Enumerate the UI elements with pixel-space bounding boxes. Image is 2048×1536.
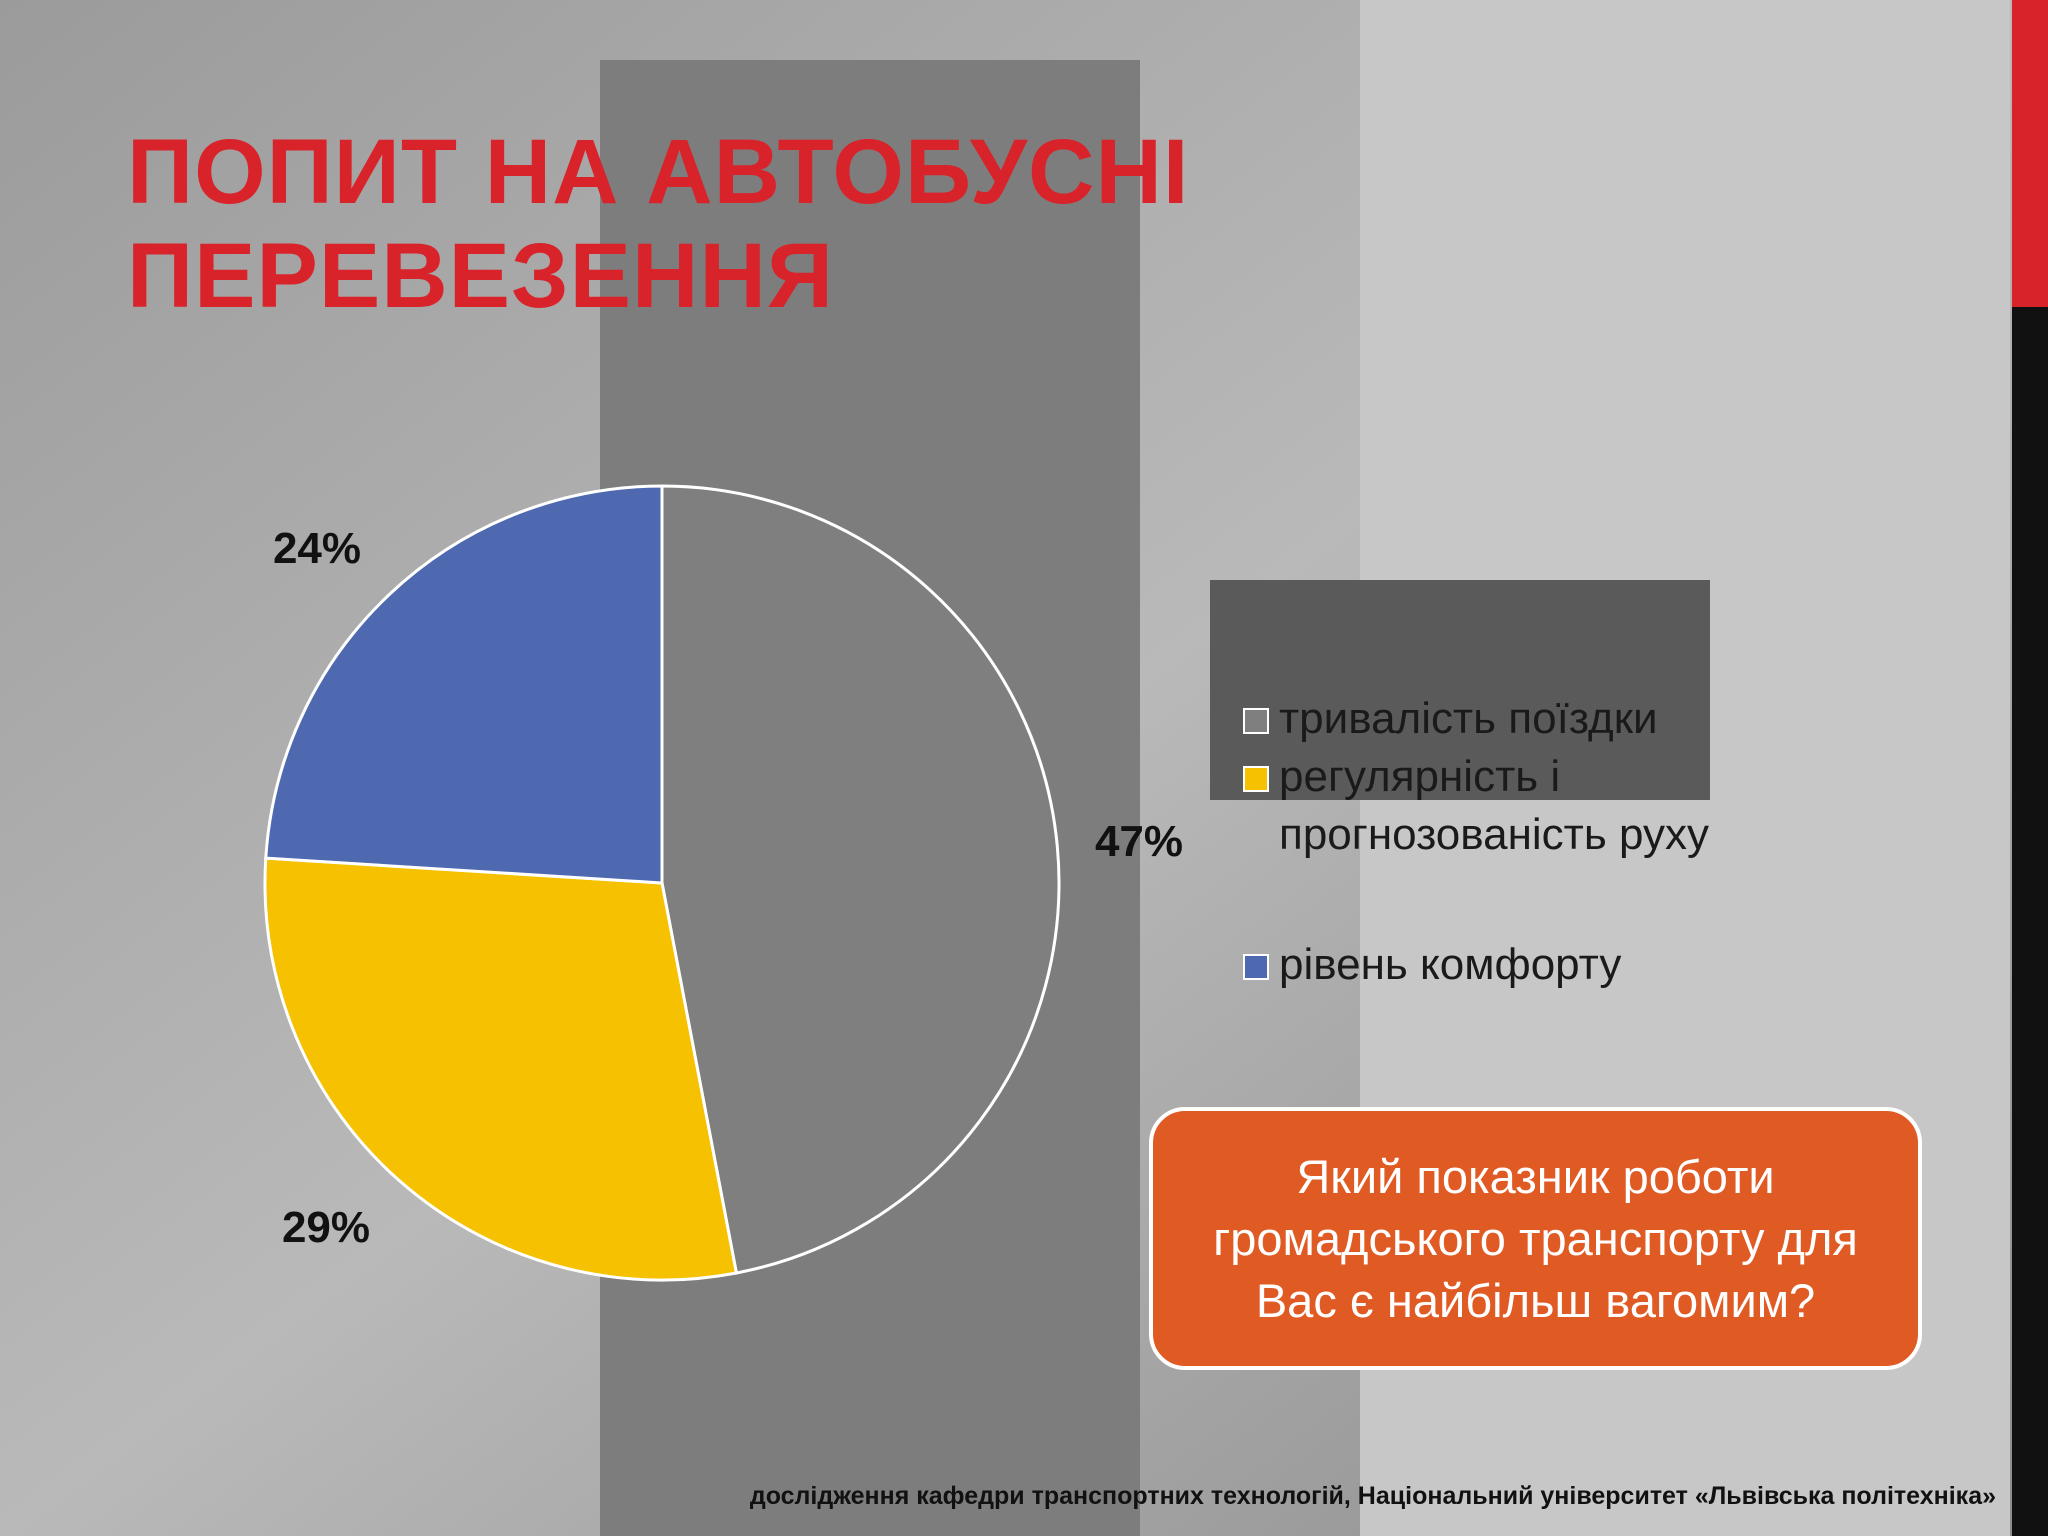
data-label: 47% — [1094, 817, 1184, 866]
accent-black — [2012, 307, 2048, 1536]
legend: тривалість поїздки регулярність і прогноз… — [1243, 690, 1803, 994]
legend-item: тривалість поїздки — [1243, 690, 1803, 748]
pie-slice — [660, 484, 1061, 1275]
legend-label: тривалість поїздки — [1279, 694, 1658, 743]
pie-slice — [263, 856, 739, 1282]
legend-marker — [1243, 954, 1269, 980]
legend-label: регулярність і прогнозованість руху — [1279, 752, 1709, 859]
accent-red — [2012, 0, 2048, 307]
source: дослідження кафедри транспортних техноло… — [749, 1482, 1996, 1510]
data-label: 24% — [272, 524, 362, 573]
pie-slice — [264, 484, 664, 885]
data-label: 29% — [281, 1203, 371, 1252]
legend-marker — [1243, 766, 1269, 792]
legend-label: рівень комфорту — [1279, 940, 1622, 989]
background-tablet — [1210, 580, 1710, 800]
legend-item: регулярність і прогнозованість руху — [1243, 748, 1803, 864]
question: Який показник роботи громадського трансп… — [1213, 1149, 1858, 1327]
question-box: Який показник роботи громадського трансп… — [1149, 1107, 1922, 1370]
slide-title: ПОПИТ НА АВТОБУСНІ ПЕРЕВЕЗЕННЯ — [127, 121, 1190, 327]
legend-item: рівень комфорту — [1243, 936, 1803, 994]
legend-marker — [1243, 708, 1269, 734]
